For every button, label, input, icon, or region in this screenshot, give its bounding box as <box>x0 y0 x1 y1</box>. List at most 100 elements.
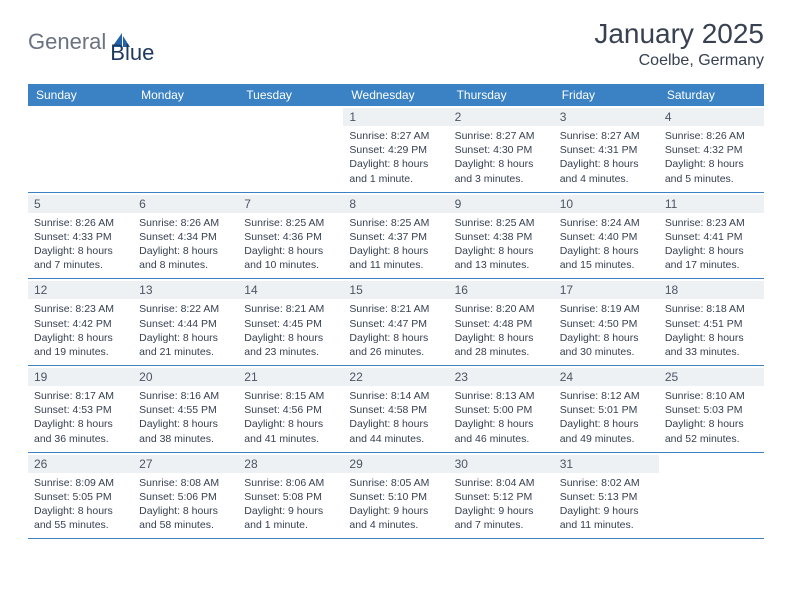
day-cell: 21 Sunrise: 8:15 AMSunset: 4:56 PMDayligh… <box>238 366 343 452</box>
day-details: Sunrise: 8:27 AMSunset: 4:31 PMDaylight:… <box>560 129 653 186</box>
day-number: 17 <box>554 281 659 299</box>
day-number: 5 <box>28 195 133 213</box>
day-details: Sunrise: 8:20 AMSunset: 4:48 PMDaylight:… <box>455 302 548 359</box>
day-cell: 10Sunrise: 8:24 AMSunset: 4:40 PMDayligh… <box>554 193 659 279</box>
day-details: Sunrise: 8:13 AMSunset: 5:00 PMDaylight:… <box>455 389 548 446</box>
day-details: Sunrise: 8:06 AMSunset: 5:08 PMDaylight:… <box>244 476 337 533</box>
day-details: Sunrise: 8:21 AMSunset: 4:47 PMDaylight:… <box>349 302 442 359</box>
day-number: 12 <box>28 281 133 299</box>
day-number: 8 <box>343 195 448 213</box>
dayheader-sunday: Sunday <box>28 84 133 106</box>
month-title: January 2025 <box>594 18 764 50</box>
day-number: 22 <box>343 368 448 386</box>
day-cell: 26 Sunrise: 8:09 AMSunset: 5:05 PMDayligh… <box>28 453 133 539</box>
day-details: Sunrise: 8:27 AMSunset: 4:29 PMDaylight:… <box>349 129 442 186</box>
day-number: 28 <box>238 455 343 473</box>
day-cell: 15 Sunrise: 8:21 AMSunset: 4:47 PMDayligh… <box>343 279 448 365</box>
day-number: 18 <box>659 281 764 299</box>
day-number: 21 <box>238 368 343 386</box>
title-block: January 2025 Coelbe, Germany <box>594 18 764 70</box>
calendar: Sunday Monday Tuesday Wednesday Thursday… <box>28 84 764 539</box>
day-number: 9 <box>449 195 554 213</box>
day-details: Sunrise: 8:25 AMSunset: 4:38 PMDaylight:… <box>455 216 548 273</box>
dayheader-saturday: Saturday <box>659 84 764 106</box>
day-cell: 12 Sunrise: 8:23 AMSunset: 4:42 PMDayligh… <box>28 279 133 365</box>
day-cell: 23Sunrise: 8:13 AMSunset: 5:00 PMDayligh… <box>449 366 554 452</box>
dayheader-thursday: Thursday <box>449 84 554 106</box>
day-cell <box>28 106 133 192</box>
day-details: Sunrise: 8:14 AMSunset: 4:58 PMDaylight:… <box>349 389 442 446</box>
day-details: Sunrise: 8:10 AMSunset: 5:03 PMDaylight:… <box>665 389 758 446</box>
day-cell <box>238 106 343 192</box>
day-cell: 17 Sunrise: 8:19 AMSunset: 4:50 PMDayligh… <box>554 279 659 365</box>
day-number: 26 <box>28 455 133 473</box>
day-details: Sunrise: 8:15 AMSunset: 4:56 PMDaylight:… <box>244 389 337 446</box>
day-cell: 1Sunrise: 8:27 AMSunset: 4:29 PMDaylight… <box>343 106 448 192</box>
day-details: Sunrise: 8:02 AMSunset: 5:13 PMDaylight:… <box>560 476 653 533</box>
week-row: 5 Sunrise: 8:26 AMSunset: 4:33 PMDaylight… <box>28 193 764 280</box>
day-cell: 30 Sunrise: 8:04 AMSunset: 5:12 PMDayligh… <box>449 453 554 539</box>
day-cell: 28 Sunrise: 8:06 AMSunset: 5:08 PMDayligh… <box>238 453 343 539</box>
day-number: 30 <box>449 455 554 473</box>
day-number: 13 <box>133 281 238 299</box>
day-details: Sunrise: 8:05 AMSunset: 5:10 PMDaylight:… <box>349 476 442 533</box>
dayheader-wednesday: Wednesday <box>343 84 448 106</box>
day-cell <box>659 453 764 539</box>
day-cell: 31 Sunrise: 8:02 AMSunset: 5:13 PMDayligh… <box>554 453 659 539</box>
header: General Blue January 2025 Coelbe, German… <box>0 0 792 78</box>
day-cell: 16Sunrise: 8:20 AMSunset: 4:48 PMDayligh… <box>449 279 554 365</box>
week-row: 12 Sunrise: 8:23 AMSunset: 4:42 PMDayligh… <box>28 279 764 366</box>
day-number: 24 <box>554 368 659 386</box>
day-number: 19 <box>28 368 133 386</box>
day-details: Sunrise: 8:26 AMSunset: 4:34 PMDaylight:… <box>139 216 232 273</box>
day-details: Sunrise: 8:27 AMSunset: 4:30 PMDaylight:… <box>455 129 548 186</box>
day-number: 3 <box>554 108 659 126</box>
day-number: 15 <box>343 281 448 299</box>
logo: General Blue <box>28 18 154 66</box>
day-details: Sunrise: 8:21 AMSunset: 4:45 PMDaylight:… <box>244 302 337 359</box>
day-cell: 6 Sunrise: 8:26 AMSunset: 4:34 PMDaylight… <box>133 193 238 279</box>
day-details: Sunrise: 8:23 AMSunset: 4:42 PMDaylight:… <box>34 302 127 359</box>
day-number: 29 <box>343 455 448 473</box>
day-details: Sunrise: 8:23 AMSunset: 4:41 PMDaylight:… <box>665 216 758 273</box>
day-cell: 7 Sunrise: 8:25 AMSunset: 4:36 PMDaylight… <box>238 193 343 279</box>
day-cell: 11 Sunrise: 8:23 AMSunset: 4:41 PMDayligh… <box>659 193 764 279</box>
day-details: Sunrise: 8:12 AMSunset: 5:01 PMDaylight:… <box>560 389 653 446</box>
day-cell: 9 Sunrise: 8:25 AMSunset: 4:38 PMDaylight… <box>449 193 554 279</box>
day-details: Sunrise: 8:26 AMSunset: 4:33 PMDaylight:… <box>34 216 127 273</box>
day-cell: 8Sunrise: 8:25 AMSunset: 4:37 PMDaylight… <box>343 193 448 279</box>
logo-text-general: General <box>28 29 106 55</box>
location-label: Coelbe, Germany <box>594 52 764 70</box>
day-number: 7 <box>238 195 343 213</box>
day-number: 2 <box>449 108 554 126</box>
day-details: Sunrise: 8:08 AMSunset: 5:06 PMDaylight:… <box>139 476 232 533</box>
day-details: Sunrise: 8:18 AMSunset: 4:51 PMDaylight:… <box>665 302 758 359</box>
week-row: 1Sunrise: 8:27 AMSunset: 4:29 PMDaylight… <box>28 106 764 193</box>
dayheader-tuesday: Tuesday <box>238 84 343 106</box>
day-details: Sunrise: 8:25 AMSunset: 4:36 PMDaylight:… <box>244 216 337 273</box>
day-cell: 24 Sunrise: 8:12 AMSunset: 5:01 PMDayligh… <box>554 366 659 452</box>
day-number: 25 <box>659 368 764 386</box>
day-details: Sunrise: 8:04 AMSunset: 5:12 PMDaylight:… <box>455 476 548 533</box>
day-cell: 29 Sunrise: 8:05 AMSunset: 5:10 PMDayligh… <box>343 453 448 539</box>
day-details: Sunrise: 8:09 AMSunset: 5:05 PMDaylight:… <box>34 476 127 533</box>
day-cell: 19 Sunrise: 8:17 AMSunset: 4:53 PMDayligh… <box>28 366 133 452</box>
day-number: 6 <box>133 195 238 213</box>
dayheader-friday: Friday <box>554 84 659 106</box>
day-details: Sunrise: 8:24 AMSunset: 4:40 PMDaylight:… <box>560 216 653 273</box>
day-details: Sunrise: 8:17 AMSunset: 4:53 PMDaylight:… <box>34 389 127 446</box>
day-details: Sunrise: 8:19 AMSunset: 4:50 PMDaylight:… <box>560 302 653 359</box>
day-cell: 13Sunrise: 8:22 AMSunset: 4:44 PMDayligh… <box>133 279 238 365</box>
day-cell <box>133 106 238 192</box>
day-number: 11 <box>659 195 764 213</box>
day-number: 27 <box>133 455 238 473</box>
day-cell: 4Sunrise: 8:26 AMSunset: 4:32 PMDaylight… <box>659 106 764 192</box>
week-row: 26 Sunrise: 8:09 AMSunset: 5:05 PMDayligh… <box>28 453 764 540</box>
day-number: 14 <box>238 281 343 299</box>
day-cell: 22 Sunrise: 8:14 AMSunset: 4:58 PMDayligh… <box>343 366 448 452</box>
day-number: 31 <box>554 455 659 473</box>
day-cell: 2 Sunrise: 8:27 AMSunset: 4:30 PMDaylight… <box>449 106 554 192</box>
logo-text-blue: Blue <box>110 40 154 66</box>
dayheader-row: Sunday Monday Tuesday Wednesday Thursday… <box>28 84 764 106</box>
weeks-container: 1Sunrise: 8:27 AMSunset: 4:29 PMDaylight… <box>28 106 764 539</box>
